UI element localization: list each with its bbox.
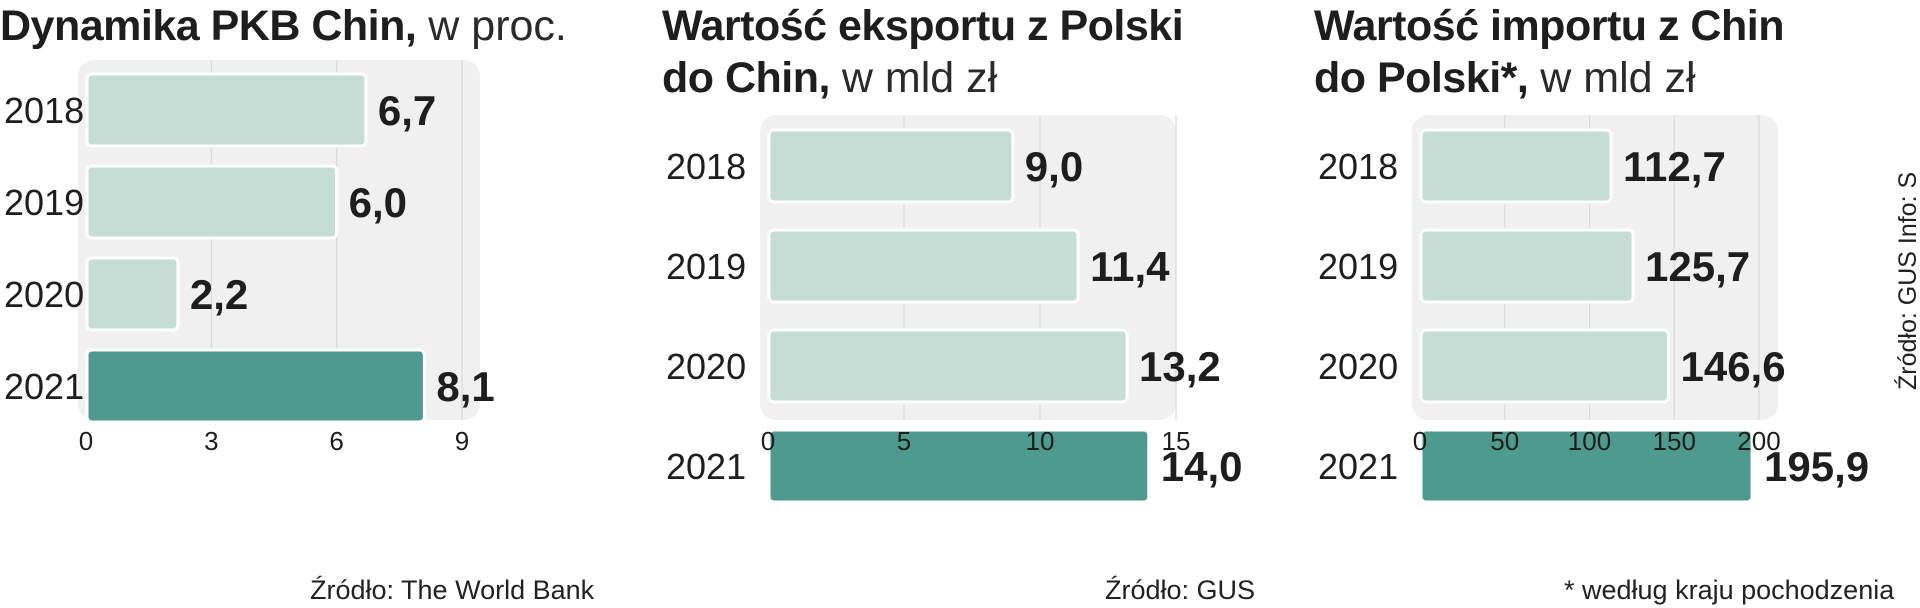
tick-label: 15 (1162, 426, 1191, 456)
data-label: 6,0 (349, 179, 407, 226)
chart-title-unit: w mld zł (1540, 54, 1696, 102)
bar (85, 348, 426, 424)
bar (767, 428, 1151, 504)
tick-label: 200 (1737, 426, 1780, 456)
category-label: 2020 (4, 274, 84, 315)
data-label: 195,9 (1764, 443, 1869, 490)
chart-title-unit: w mld zł (841, 54, 998, 102)
chart-source: Źródło: GUS (1105, 575, 1256, 605)
tick-label: 6 (329, 426, 343, 456)
chart-title: Dynamika PKB Chin, w proc. (0, 0, 567, 52)
bar (767, 128, 1015, 204)
chart-panel-import: Wartość importu z Chin do Polski*, w mld… (1314, 0, 1904, 608)
chart-title-main: Dynamika PKB Chin, (0, 2, 417, 50)
chart-title: Wartość eksportu z Polski do Chin, w mld… (662, 0, 1222, 104)
tick-label: 100 (1568, 426, 1611, 456)
chart-title-main: Wartość eksportu z Polski do Chin, (662, 2, 1184, 102)
data-label: 9,0 (1025, 143, 1083, 190)
category-label: 2020 (666, 346, 746, 387)
tick-label: 50 (1490, 426, 1519, 456)
category-label: 2021 (4, 366, 84, 407)
import-bar-chart: 2018 112,7 2019 125,7 2020 146,6 2021 195,9 0 50 1… (1318, 115, 1869, 504)
tick-label: 9 (455, 426, 469, 456)
data-label: 2,2 (190, 271, 248, 318)
data-label: 8,1 (436, 363, 494, 410)
bar (85, 256, 180, 332)
chart-title-unit: w proc. (428, 2, 567, 50)
bar (1419, 428, 1754, 504)
plot-background (78, 60, 480, 420)
tick-label: 5 (897, 426, 911, 456)
bar (85, 164, 339, 240)
chart-panel-export: Wartość eksportu z Polski do Chin, w mld… (662, 0, 1282, 608)
bar (1419, 128, 1613, 204)
tick-label: 150 (1653, 426, 1696, 456)
bar (767, 228, 1080, 304)
chart-title-main: Wartość importu z Chin do Polski*, (1314, 2, 1784, 102)
data-label: 125,7 (1645, 243, 1750, 290)
category-label: 2020 (1318, 346, 1398, 387)
data-label: 112,7 (1623, 143, 1726, 190)
bar (767, 328, 1129, 404)
category-label: 2021 (1318, 446, 1398, 487)
tick-label: 3 (204, 426, 218, 456)
data-label: 11,4 (1090, 243, 1170, 290)
tick-label: 0 (79, 426, 93, 456)
category-label: 2019 (666, 246, 746, 287)
export-bar-chart: 2018 9,0 2019 11,4 2020 13,2 2021 14,0 0 5 10 15 (666, 115, 1243, 504)
data-label: 6,7 (378, 87, 436, 134)
category-label: 2018 (666, 146, 746, 187)
category-label: 2018 (4, 90, 84, 131)
category-label: 2019 (1318, 246, 1398, 287)
tick-label: 10 (1026, 426, 1055, 456)
tick-label: 0 (1413, 426, 1427, 456)
data-label: 14,0 (1161, 443, 1243, 490)
gdp-bar-chart: 2018 6,7 2019 6,0 2020 2,2 2021 8,1 0 3 6 9 (4, 60, 495, 456)
chart-title: Wartość importu z Chin do Polski*, w mld… (1314, 0, 1814, 104)
data-label: 146,6 (1680, 343, 1785, 390)
credit-line: Źródło: GUS Info: S (1894, 171, 1920, 390)
chart-footnote: * według kraju pochodzenia (1564, 575, 1895, 605)
bar (1419, 228, 1635, 304)
bar (1419, 328, 1670, 404)
category-label: 2021 (666, 446, 746, 487)
category-label: 2018 (1318, 146, 1398, 187)
bar (85, 72, 368, 148)
data-label: 13,2 (1139, 343, 1221, 390)
tick-label: 0 (761, 426, 775, 456)
chart-source: Źródło: The World Bank (310, 575, 595, 605)
category-label: 2019 (4, 182, 84, 223)
chart-panel-gdp: Dynamika PKB Chin, w proc. 2018 6,7 2019 6,… (0, 0, 594, 608)
